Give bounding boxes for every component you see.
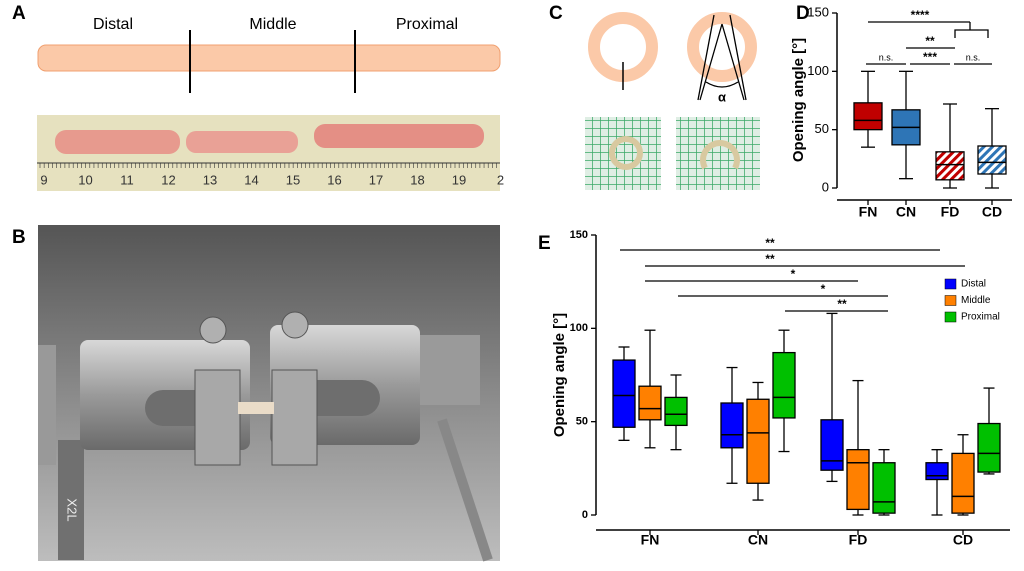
sig-bracket xyxy=(954,22,989,38)
box xyxy=(820,419,844,471)
sig-label: * xyxy=(791,267,796,281)
sig-label: *** xyxy=(923,50,937,64)
y-tick-label: 100 xyxy=(570,322,588,334)
ruler-label: 15 xyxy=(286,172,300,187)
x-tick-label: CN xyxy=(748,532,768,548)
ruler-label: 17 xyxy=(369,172,383,187)
box xyxy=(925,462,949,481)
nerve-illustration xyxy=(37,44,501,72)
sig-label: n.s. xyxy=(879,52,894,62)
box xyxy=(872,462,896,514)
photo xyxy=(585,117,661,190)
ruler-label: 19 xyxy=(452,172,466,187)
box xyxy=(746,398,770,484)
x-tick-label: FD xyxy=(941,204,960,220)
sensor xyxy=(58,440,84,560)
legend-label: Distal xyxy=(961,279,986,290)
segment-label: Proximal xyxy=(396,16,458,33)
box xyxy=(720,402,744,449)
sig-label: **** xyxy=(911,8,930,22)
sig-label: * xyxy=(821,282,826,296)
ruler-label: 18 xyxy=(410,172,424,187)
jaw xyxy=(271,369,318,466)
panel-label: A xyxy=(12,3,26,24)
sensor-label: X2L xyxy=(65,498,80,521)
angle-symbol: α xyxy=(718,89,726,104)
load-cell xyxy=(420,335,480,405)
ruler-label: 10 xyxy=(78,172,92,187)
angle-marks xyxy=(697,14,747,101)
specimen xyxy=(609,136,643,170)
sig-label: ** xyxy=(765,236,775,250)
cable xyxy=(437,418,493,562)
screw xyxy=(281,311,309,339)
box xyxy=(638,385,662,421)
x-tick-label: FD xyxy=(849,532,868,548)
panel-label: E xyxy=(538,233,551,254)
photo xyxy=(676,117,760,190)
tissue xyxy=(186,131,298,153)
y-tick-label: 50 xyxy=(815,121,829,136)
sig-label: n.s. xyxy=(966,52,981,62)
box xyxy=(853,102,883,131)
y-axis-label: Opening angle [°] xyxy=(551,313,568,437)
y-tick-label: 150 xyxy=(570,229,588,241)
legend-label: Middle xyxy=(961,295,991,306)
ruler-label: 16 xyxy=(327,172,341,187)
x-tick-label: CN xyxy=(896,204,916,220)
legend-swatch xyxy=(944,278,957,290)
ruler-label: 2 xyxy=(497,172,504,187)
ruler-label: 11 xyxy=(120,172,134,187)
panel-label: D xyxy=(796,3,810,24)
panel-label: C xyxy=(549,3,563,24)
jaw xyxy=(194,369,241,466)
y-tick-label: 100 xyxy=(807,63,829,78)
sig-label: ** xyxy=(837,297,847,311)
ruler-label: 14 xyxy=(244,172,258,187)
box xyxy=(612,359,636,428)
sig-label: ** xyxy=(925,34,935,48)
segment-label: Distal xyxy=(93,16,133,33)
y-tick-label: 0 xyxy=(582,509,588,521)
ruler-label: 13 xyxy=(203,172,217,187)
specimen xyxy=(238,402,274,414)
box xyxy=(772,351,796,419)
box xyxy=(977,145,1007,175)
tissue xyxy=(314,124,484,148)
y-tick-label: 50 xyxy=(576,416,588,428)
ruler-label: 9 xyxy=(40,172,47,187)
screw xyxy=(199,316,227,344)
ring xyxy=(687,12,757,82)
legend-swatch xyxy=(944,295,957,306)
x-tick-label: FN xyxy=(641,532,660,548)
ruler-label: 12 xyxy=(161,172,175,187)
panel-label: B xyxy=(12,227,26,248)
box xyxy=(935,151,965,181)
sig-label: ** xyxy=(765,252,775,266)
specimen xyxy=(700,140,740,170)
box xyxy=(664,396,688,427)
legend-label: Proximal xyxy=(961,312,1000,323)
tissue xyxy=(55,130,180,154)
ruler: 9 10 11 12 13 14 15 16 17 18 19 2 xyxy=(39,163,504,187)
sensor xyxy=(38,345,56,465)
box xyxy=(951,452,975,514)
legend-swatch xyxy=(944,311,957,323)
y-tick-label: 0 xyxy=(822,179,829,194)
y-axis-label: Opening angle [°] xyxy=(790,38,807,162)
x-tick-label: CD xyxy=(953,532,973,548)
y-tick-label: 150 xyxy=(807,4,829,19)
x-tick-label: CD xyxy=(982,204,1002,220)
x-tick-label: FN xyxy=(859,204,878,220)
box xyxy=(977,422,1001,473)
segment-label: Middle xyxy=(249,16,296,33)
box xyxy=(846,449,870,511)
